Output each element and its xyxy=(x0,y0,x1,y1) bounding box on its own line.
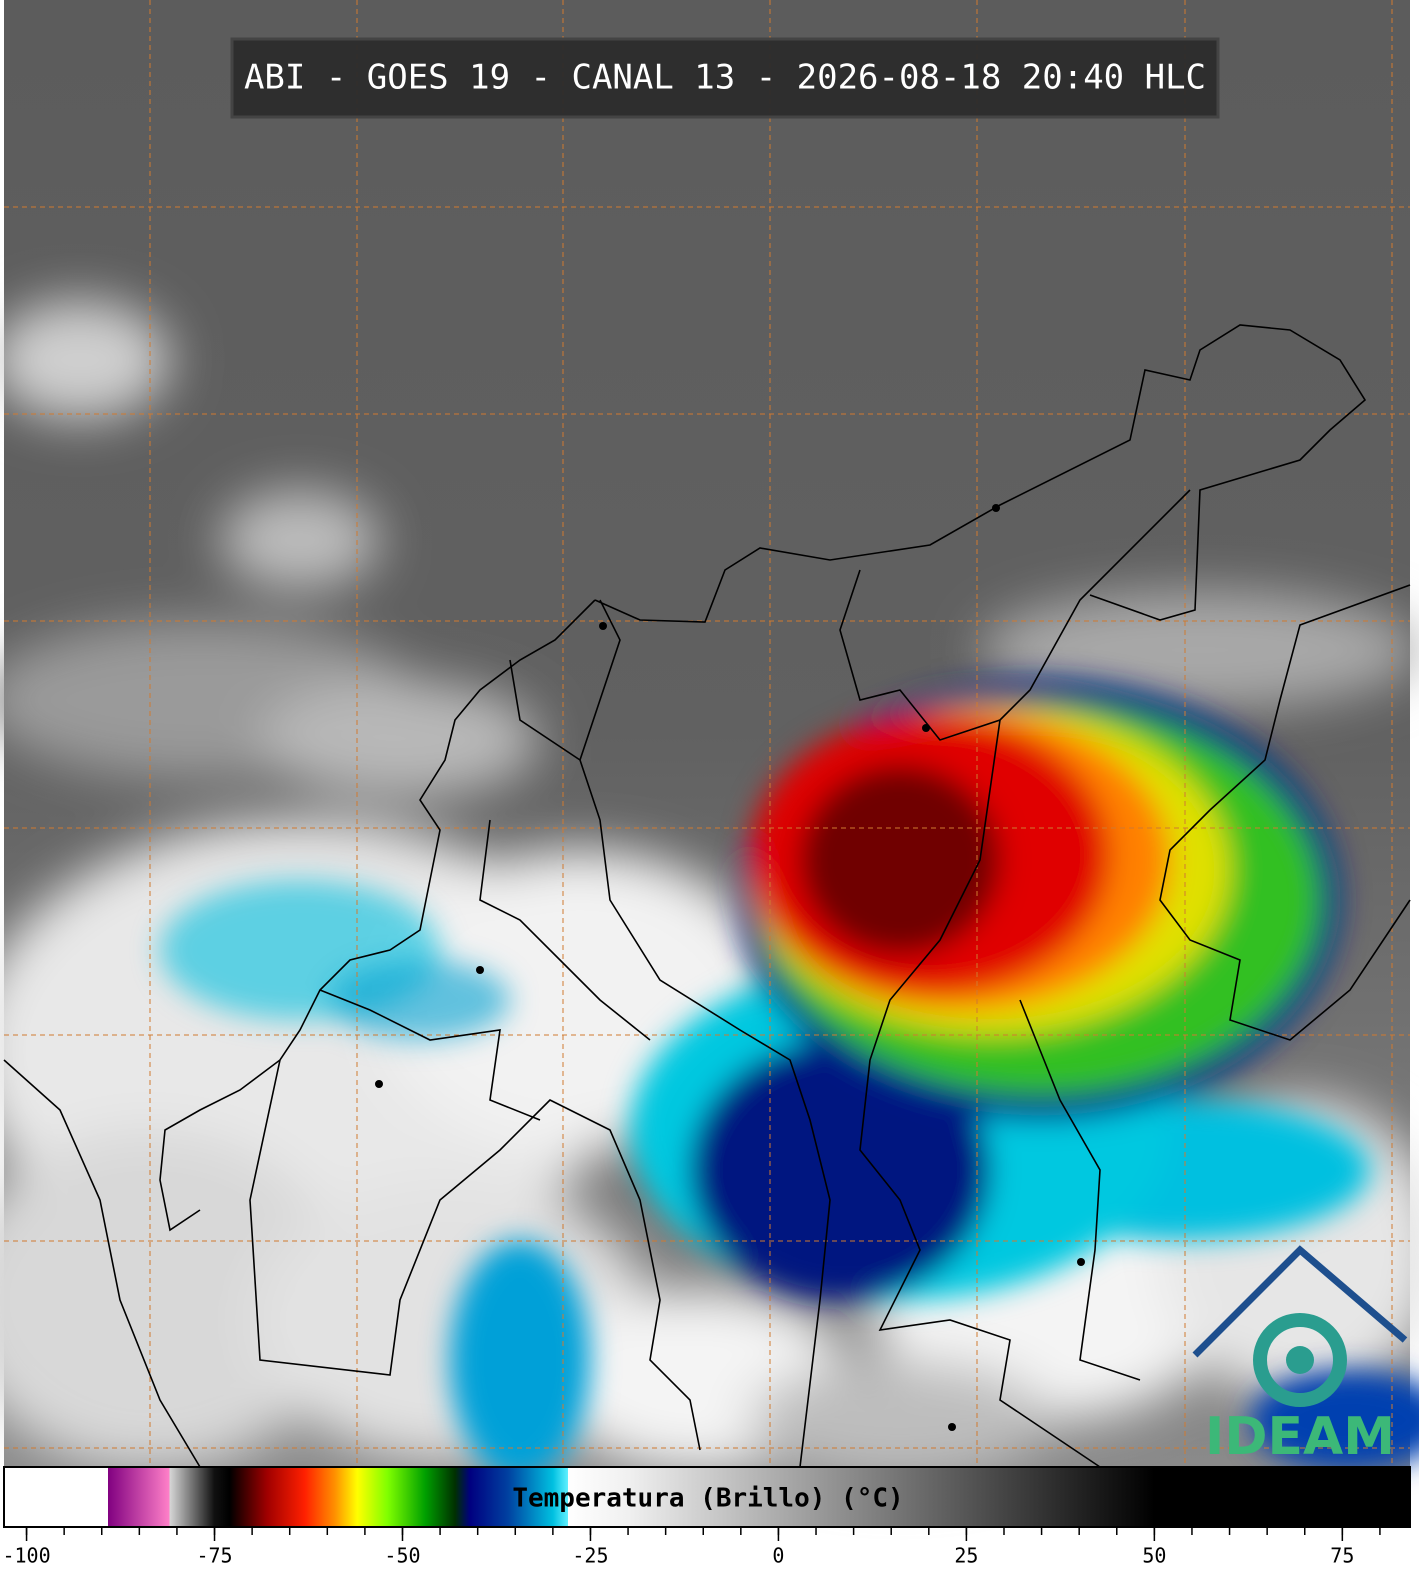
tick-label: -100 xyxy=(2,1544,50,1568)
tick-label: -75 xyxy=(196,1544,232,1568)
title: ABI - GOES 19 - CANAL 13 - 2026-08-18 20… xyxy=(244,58,1206,98)
colorbar: Temperatura (Brillo) (°C) -100 -75 -50 -25 0… xyxy=(2,1466,1411,1568)
title-box xyxy=(230,37,1220,119)
tick-label: 0 xyxy=(772,1544,784,1568)
graticule xyxy=(4,0,1410,1467)
cities xyxy=(375,504,1085,1431)
imagery: IDEAM ABI - GOES 19 - CANAL 13 - 2026-08… xyxy=(0,0,1419,1480)
tick-label: 50 xyxy=(1142,1544,1166,1568)
tick-label: -25 xyxy=(572,1544,608,1568)
tick-label: 75 xyxy=(1330,1544,1354,1568)
colorbar-label: Temperatura (Brillo) (°C) xyxy=(512,1484,903,1514)
logo-text: IDEAM xyxy=(1205,1407,1395,1467)
tick-label: -50 xyxy=(384,1544,420,1568)
logo: IDEAM xyxy=(1192,1245,1408,1467)
storm xyxy=(160,680,1419,1480)
tick-label: 25 xyxy=(954,1544,978,1568)
colorbar-bar xyxy=(3,1466,1411,1528)
boundaries xyxy=(3,324,1411,1468)
